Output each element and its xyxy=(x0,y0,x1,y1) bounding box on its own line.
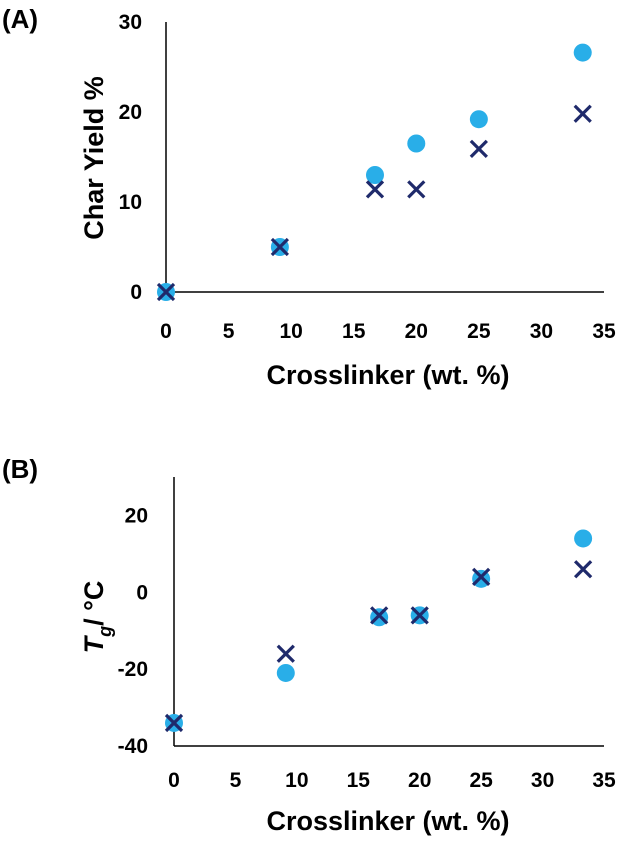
chart-b-x-tick-label: 5 xyxy=(230,769,242,792)
chart-b-y-axis-title: Tg/ °C xyxy=(79,581,115,654)
chart-a-x-point xyxy=(407,180,426,199)
chart-a-x-point xyxy=(365,180,385,199)
chart-a-circle-point xyxy=(407,134,426,153)
chart-a-x-tick-label: 35 xyxy=(592,320,616,343)
chart-a-x-point-stroke xyxy=(156,282,176,302)
chart-a-x-point xyxy=(469,139,488,159)
chart-b-y-axis-title-main: T xyxy=(79,634,109,653)
chart-b-x-point xyxy=(410,606,429,625)
chart-a-x-tick-label: 0 xyxy=(160,320,172,343)
chart-b-x-tick-label: 0 xyxy=(168,769,180,792)
chart-a-x-point xyxy=(573,104,592,123)
chart-a-x-tick-label: 10 xyxy=(279,320,302,343)
chart-b-y-axis-title-sub: g xyxy=(95,626,115,638)
chart-a-y-tick-label: 30 xyxy=(119,11,142,34)
chart-b-y-tick-label: -40 xyxy=(118,735,148,758)
chart-a-x-point-stroke xyxy=(365,180,385,199)
chart-a-y-tick-label: 20 xyxy=(119,101,142,124)
chart-b-x-point-stroke xyxy=(410,606,429,625)
chart-a-y-tick-label: 10 xyxy=(119,191,142,214)
panel-label-a: (A) xyxy=(2,4,38,34)
chart-b-circle-point xyxy=(276,663,295,682)
chart-a-circle-point xyxy=(469,110,488,129)
chart-a-x-axis-title: Crosslinker (wt. %) xyxy=(266,360,509,390)
chart-b-y-ticks: -40 -20 0 20 xyxy=(118,504,148,758)
chart-b-y-tick-label: -20 xyxy=(118,658,148,681)
chart-b-x-point xyxy=(573,560,593,579)
chart-b-x-tick-label: 20 xyxy=(408,769,431,792)
chart-a-x-tick-label: 25 xyxy=(467,320,491,343)
chart-b-circle-point xyxy=(574,529,593,548)
chart-a-x-ticks: 0 5 10 15 20 25 30 35 xyxy=(160,320,616,343)
chart-a-y-axis-title: Char Yield % xyxy=(79,76,109,240)
chart-b-x-point-stroke xyxy=(370,606,389,625)
chart-a-points xyxy=(156,43,592,302)
chart-b-x-tick-label: 15 xyxy=(347,769,371,792)
chart-a-x-tick-label: 5 xyxy=(223,320,235,343)
chart-b-x-ticks: 0 5 10 15 20 25 30 35 xyxy=(168,769,616,792)
chart-b-x-point xyxy=(276,644,295,663)
chart-a-x-point-stroke xyxy=(407,180,426,199)
chart-b-x-axis-title: Crosslinker (wt. %) xyxy=(266,806,509,836)
chart-a-x-point-stroke xyxy=(573,104,592,123)
chart-b-x-point xyxy=(472,567,491,587)
chart-a-x-tick-label: 30 xyxy=(530,320,553,343)
chart-b-x-point-stroke xyxy=(276,644,295,663)
chart-b-points xyxy=(164,529,593,733)
chart-a-x-point xyxy=(156,282,176,302)
chart-b-x-tick-label: 10 xyxy=(285,769,308,792)
chart-b-x-point xyxy=(370,606,389,625)
chart-a-x-point-stroke xyxy=(270,237,290,257)
chart-b-x-tick-label: 25 xyxy=(469,769,493,792)
chart-a-y-tick-label: 0 xyxy=(130,281,142,304)
chart-b-x-point xyxy=(164,713,184,733)
chart-b-x-point-stroke xyxy=(472,567,491,587)
chart-a-circle-point xyxy=(365,166,384,184)
chart-b-y-axis-title-rest: / °C xyxy=(79,581,109,626)
panel-label-b: (B) xyxy=(2,454,38,484)
chart-a-x-point xyxy=(270,237,290,257)
chart-b-y-tick-label: 0 xyxy=(136,581,148,604)
chart-a-x-tick-label: 20 xyxy=(405,320,428,343)
chart-b-x-tick-label: 30 xyxy=(531,769,554,792)
chart-b-x-tick-label: 35 xyxy=(592,769,616,792)
chart-a-x-tick-label: 15 xyxy=(342,320,366,343)
chart-b-x-point-stroke xyxy=(164,713,184,733)
chart-a-circle-point xyxy=(573,43,592,62)
chart-b-y-tick-label: 20 xyxy=(125,504,148,527)
chart-b-x-point-stroke xyxy=(573,560,593,579)
chart-a-y-ticks: 0 10 20 30 xyxy=(119,11,142,304)
chart-a: (A) Char Yield % Crosslinker (wt. %) 0 10… xyxy=(2,4,616,390)
chart-a-x-point-stroke xyxy=(469,139,488,159)
chart-b: (B) Tg/ °C Crosslinker (wt. %) -40 -20 0 20… xyxy=(2,454,616,836)
